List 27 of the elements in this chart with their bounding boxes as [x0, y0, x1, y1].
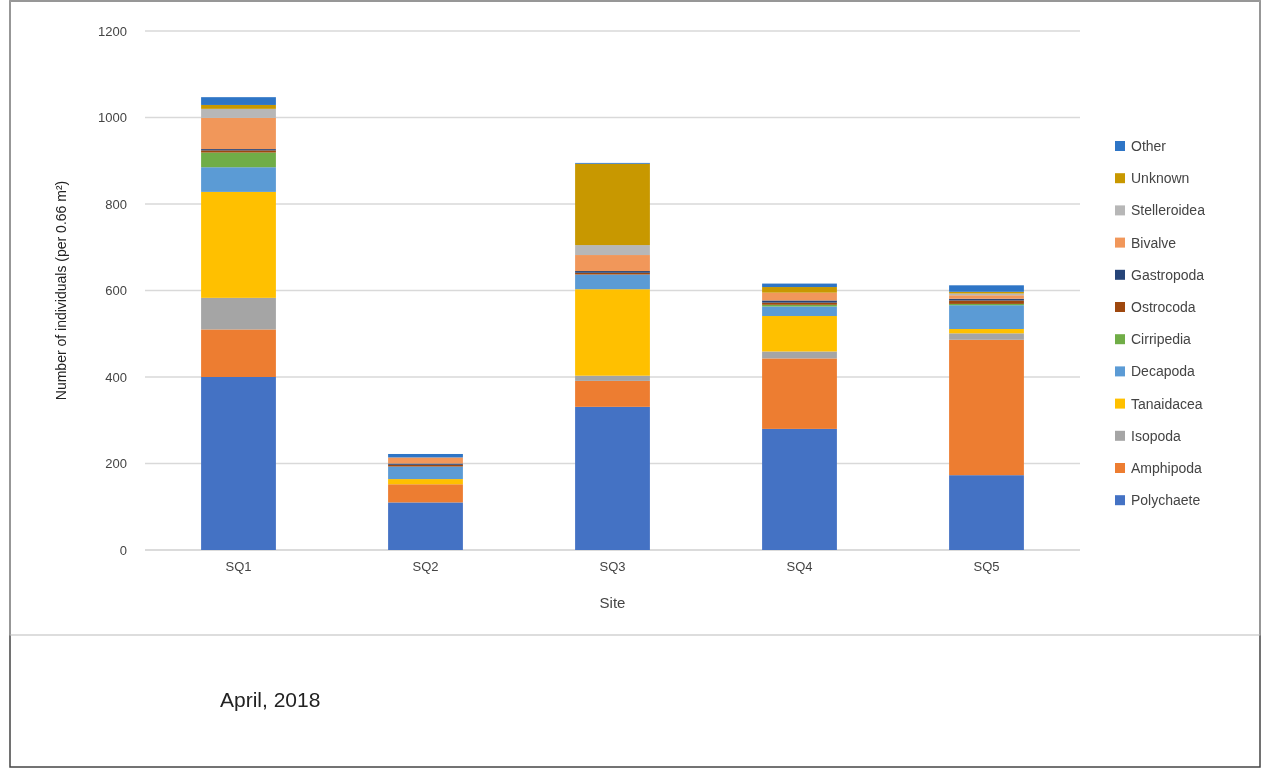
legend-label: Polychaete [1131, 492, 1201, 509]
y-axis-title: Number of individuals (per 0.66 m²) [53, 180, 69, 401]
legend-label: Decapoda [1131, 363, 1196, 380]
legend-label: Amphipoda [1131, 460, 1203, 476]
y-tick-label: 600 [105, 283, 127, 299]
legend-label: Ostrocoda [1131, 299, 1196, 315]
x-axis-title: Site [599, 594, 626, 611]
legend-label: Unknown [1131, 170, 1190, 187]
x-tick-label: SQ1 [225, 559, 252, 575]
y-tick-label: 1000 [98, 110, 127, 126]
y-tick-label: 800 [105, 196, 127, 212]
y-tick-label: 1200 [98, 23, 127, 39]
y-tick-label: 0 [119, 542, 127, 558]
legend-label: Gastropoda [1131, 266, 1205, 283]
legend-label: Isopoda [1131, 427, 1182, 444]
text: April, 2018 [220, 688, 321, 711]
legend-label: Stelleroidea [1131, 202, 1206, 219]
y-tick-label: 200 [105, 456, 127, 472]
legend-label: Bivalve [1131, 234, 1177, 251]
legend-label: Tanaidacea [1131, 395, 1203, 412]
y-tick-label: 400 [105, 369, 127, 385]
x-tick-label: SQ2 [412, 559, 439, 575]
legend-label: Cirripedia [1131, 331, 1192, 348]
x-tick-label: SQ3 [599, 559, 626, 575]
legend-label: Other [1131, 138, 1167, 154]
x-tick-label: SQ4 [786, 559, 813, 575]
x-tick-label: SQ5 [973, 559, 1000, 575]
